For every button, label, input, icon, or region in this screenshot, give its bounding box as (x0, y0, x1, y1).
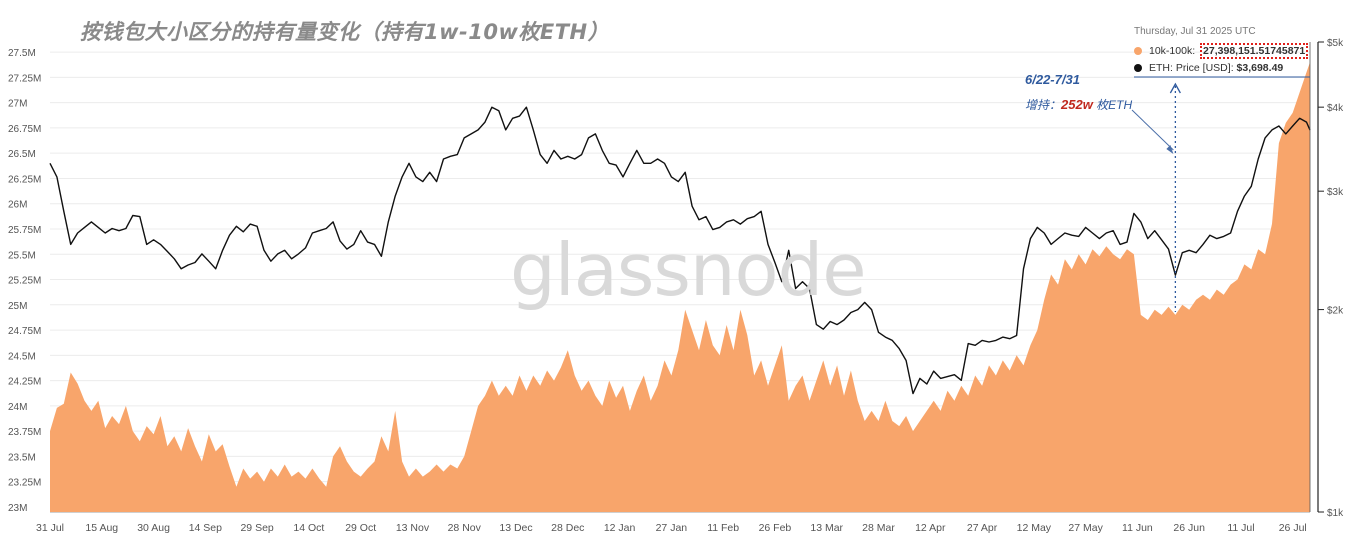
y-left-tick-label: 26M (8, 200, 27, 211)
y-left-tick-label: 27.5M (8, 48, 36, 59)
tooltip-date: Thursday, Jul 31 2025 UTC (1134, 26, 1256, 37)
x-tick-label: 12 Apr (915, 522, 946, 534)
y-left-tick-label: 24.25M (8, 377, 41, 388)
tooltip-series1-value: 27,398,151.51745871 (1200, 42, 1309, 59)
price-line-series (49, 106, 1311, 395)
annotation-detail: 增持：252w 枚ETH (1025, 96, 1132, 113)
y-left-tick-label: 24M (8, 402, 27, 413)
watermark: glassnode (510, 228, 867, 312)
x-tick-label: 29 Oct (345, 522, 376, 534)
y-left-tick-label: 26.5M (8, 149, 36, 160)
x-tick-label: 15 Aug (85, 522, 118, 534)
tooltip-series2-value: $3,698.49 (1236, 61, 1284, 74)
annotation-range: 6/22-7/31 (1025, 72, 1080, 87)
y-right-tick-label: $2k (1327, 306, 1344, 317)
x-tick-label: 27 Jan (656, 522, 688, 534)
x-tick-label: 31 Jul (36, 522, 64, 534)
x-tick-label: 27 Apr (967, 522, 998, 534)
x-tick-label: 14 Sep (189, 522, 222, 534)
x-tick-label: 13 Dec (499, 522, 532, 534)
x-tick-label: 13 Nov (396, 522, 430, 534)
x-tick-label: 26 Feb (759, 522, 792, 534)
x-tick-label: 11 Jul (1227, 522, 1254, 534)
y-left-tick-label: 25.75M (8, 225, 41, 236)
y-left-tick-label: 23.75M (8, 427, 41, 438)
x-tick-label: 30 Aug (137, 522, 170, 534)
x-tick-label: 29 Sep (240, 522, 273, 534)
y-left-tick-label: 26.75M (8, 124, 41, 135)
y-left-tick-label: 24.5M (8, 351, 36, 362)
annotation-arrow-up-icon (1169, 82, 1181, 94)
y-left-tick-label: 26.25M (8, 174, 41, 185)
y-left-tick-label: 25.25M (8, 276, 41, 287)
chart-title: 按钱包大小区分的持有量变化（持有1w-10w枚ETH） (80, 20, 610, 44)
y-left-tick-label: 27.25M (8, 73, 41, 84)
x-tick-label: 27 May (1068, 522, 1103, 534)
x-tick-label: 28 Nov (448, 522, 482, 534)
x-tick-label: 14 Oct (293, 522, 324, 534)
x-tick-label: 26 Jun (1173, 522, 1205, 534)
legend-dot-price-icon (1134, 63, 1142, 72)
y-right-tick-label: $1k (1327, 508, 1344, 519)
y-left-tick-label: 25M (8, 301, 27, 312)
y-left-tick-label: 24.75M (8, 326, 41, 337)
y-right-tick-label: $4k (1327, 103, 1344, 114)
annotation-prefix: 增持： (1025, 98, 1062, 112)
y-right-tick-label: $3k (1327, 187, 1344, 198)
annotation-suffix: 枚ETH (1092, 98, 1133, 112)
hover-tooltip: Thursday, Jul 31 2025 UTC 10k-100k: 27,3… (1134, 26, 1314, 76)
y-right-tick-label: $5k (1327, 38, 1344, 49)
tooltip-row-holdings: 10k-100k: 27,398,151.51745871 (1134, 42, 1314, 59)
y-left-tick-label: 27M (8, 99, 27, 110)
y-left-tick-label: 23.5M (8, 452, 36, 463)
tooltip-series2-label: ETH: Price [USD] (1149, 61, 1231, 74)
annotation-pointer-arrow-icon (1166, 145, 1174, 154)
x-tick-label: 11 Feb (707, 522, 739, 534)
annotation-amount: 252w (1061, 97, 1093, 112)
y-left-tick-label: 25.5M (8, 250, 36, 261)
x-tick-label: 13 Mar (810, 522, 843, 534)
y-left-tick-label: 23.25M (8, 478, 41, 489)
x-tick-label: 12 May (1017, 522, 1052, 534)
legend-dot-holdings-icon (1134, 46, 1142, 55)
x-tick-label: 28 Dec (551, 522, 584, 534)
tooltip-series1-label: 10k-100k (1149, 44, 1193, 57)
holdings-area-series (50, 62, 1310, 512)
x-tick-label: 26 Jul (1279, 522, 1307, 534)
x-tick-label: 11 Jun (1122, 522, 1153, 534)
x-tick-label: 28 Mar (862, 522, 895, 534)
x-tick-label: 12 Jan (604, 522, 636, 534)
tooltip-row-price: ETH: Price [USD]: $3,698.49 (1134, 59, 1314, 76)
y-left-tick-label: 23M (8, 503, 27, 514)
annotation-pointer-line (1131, 109, 1174, 151)
